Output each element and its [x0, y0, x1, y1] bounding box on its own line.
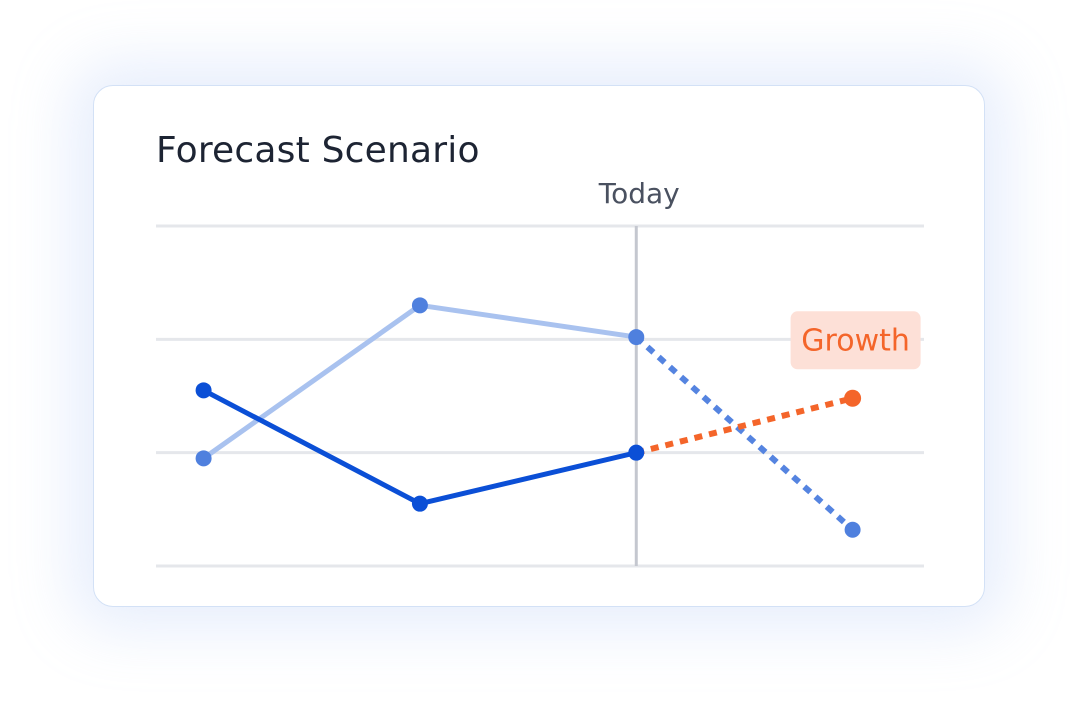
- series-light-forecast-line: [634, 334, 855, 532]
- series-light-point: [628, 329, 645, 346]
- series-light-point: [195, 450, 212, 467]
- series-growth-forecast-point: [844, 389, 862, 407]
- series-growth-forecast-line: [635, 395, 854, 456]
- growth-label: Growth: [801, 323, 910, 358]
- series-dark-actual-line: [201, 387, 639, 507]
- chart-title: Forecast Scenario: [156, 130, 480, 171]
- series-light-forecast-point: [844, 521, 861, 538]
- series-light-actual-line: [201, 302, 639, 461]
- series-dark-point: [628, 444, 645, 461]
- growth-badge: [790, 311, 921, 370]
- today-label: Today: [598, 177, 680, 210]
- series-light-point: [411, 297, 428, 314]
- series-dark-point: [411, 495, 428, 512]
- series-dark-point: [195, 382, 212, 399]
